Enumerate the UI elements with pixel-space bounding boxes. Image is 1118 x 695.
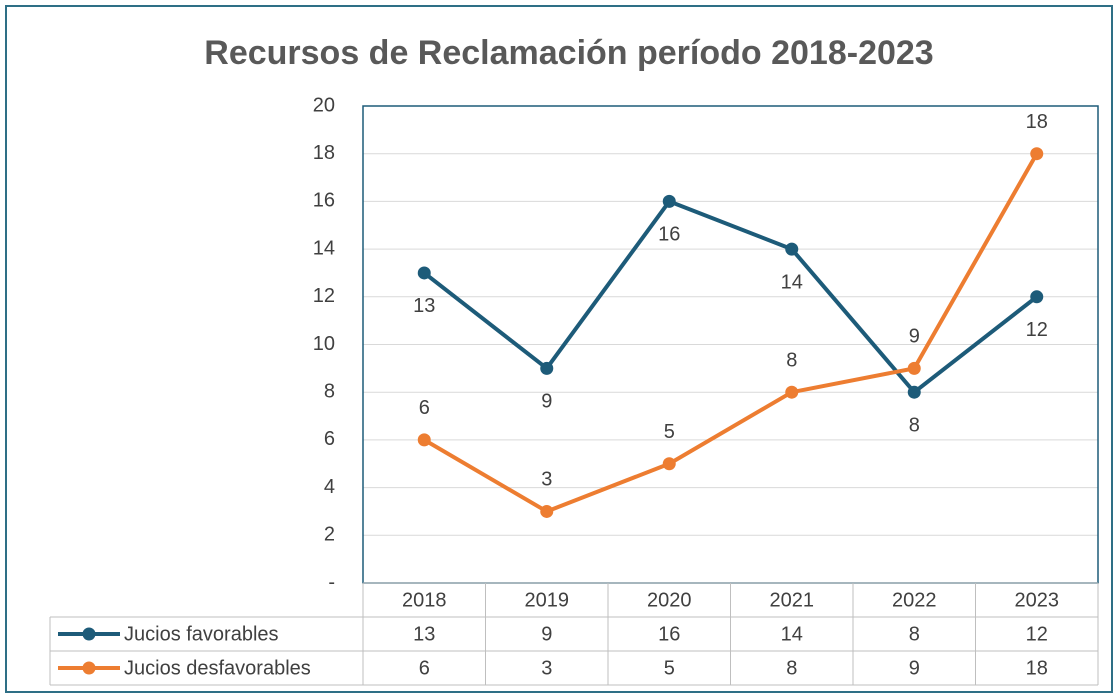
x-tick-label: 2022 — [892, 589, 937, 611]
data-label: 9 — [909, 326, 920, 348]
point — [662, 457, 676, 471]
point — [662, 194, 676, 208]
table-value: 3 — [541, 657, 552, 679]
chart-title: Recursos de Reclamación período 2018-202… — [204, 34, 933, 72]
table-value: 16 — [658, 623, 680, 645]
point — [540, 361, 554, 375]
series-line — [423, 199, 1038, 395]
data-label: 8 — [909, 414, 920, 436]
x-tick-label: 2019 — [525, 589, 570, 611]
legend-label: Jucios favorables — [124, 623, 279, 645]
y-tick-label: 20 — [313, 94, 335, 116]
legend-marker — [82, 661, 96, 675]
table-value: 14 — [781, 623, 803, 645]
point — [785, 385, 799, 399]
point — [1030, 147, 1044, 161]
y-tick-label: 6 — [324, 428, 335, 450]
y-tick-label: - — [328, 571, 335, 593]
y-tick-label: 14 — [313, 237, 335, 259]
table-value: 9 — [909, 657, 920, 679]
data-label: 8 — [786, 349, 797, 371]
y-tick-label: 18 — [313, 142, 335, 164]
y-tick-label: 10 — [313, 333, 335, 355]
y-tick-label: 12 — [313, 285, 335, 307]
data-label: 12 — [1026, 319, 1048, 341]
table-value: 8 — [786, 657, 797, 679]
legend-marker — [82, 627, 96, 641]
table-value: 9 — [541, 623, 552, 645]
y-tick-label: 2 — [324, 524, 335, 546]
data-label: 3 — [541, 469, 552, 491]
data-label: 18 — [1026, 111, 1048, 133]
table-value: 6 — [419, 657, 430, 679]
x-tick-label: 2023 — [1015, 589, 1060, 611]
table-value: 5 — [664, 657, 675, 679]
data-label: 16 — [658, 224, 680, 246]
point — [907, 385, 921, 399]
data-label: 9 — [541, 391, 552, 413]
table-value: 8 — [909, 623, 920, 645]
x-tick-label: 2020 — [647, 589, 692, 611]
table-value: 18 — [1026, 657, 1048, 679]
x-tick-label: 2021 — [770, 589, 815, 611]
data-label: 5 — [664, 421, 675, 443]
data-label: 6 — [419, 397, 430, 419]
y-tick-label: 16 — [313, 190, 335, 212]
table-value: 13 — [413, 623, 435, 645]
series-line — [423, 152, 1039, 514]
table-value: 12 — [1026, 623, 1048, 645]
legend-label: Jucios desfavorables — [124, 657, 311, 679]
point — [540, 504, 554, 518]
y-tick-label: 8 — [324, 380, 335, 402]
x-tick-label: 2018 — [402, 589, 447, 611]
point — [417, 266, 431, 280]
point — [417, 433, 431, 447]
y-tick-label: 4 — [324, 476, 335, 498]
point — [785, 242, 799, 256]
data-label: 14 — [781, 271, 803, 293]
data-label: 13 — [413, 295, 435, 317]
point — [907, 361, 921, 375]
point — [1030, 290, 1044, 304]
